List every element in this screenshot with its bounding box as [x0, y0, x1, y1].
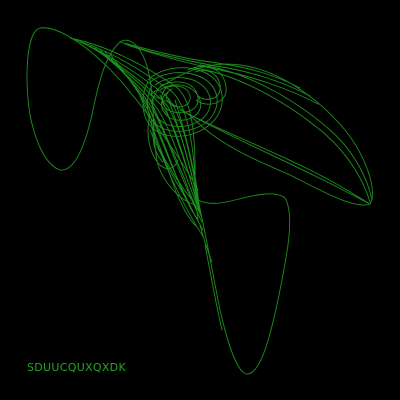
- attractor-code-label: SDUUCQUXQXDK: [27, 361, 126, 374]
